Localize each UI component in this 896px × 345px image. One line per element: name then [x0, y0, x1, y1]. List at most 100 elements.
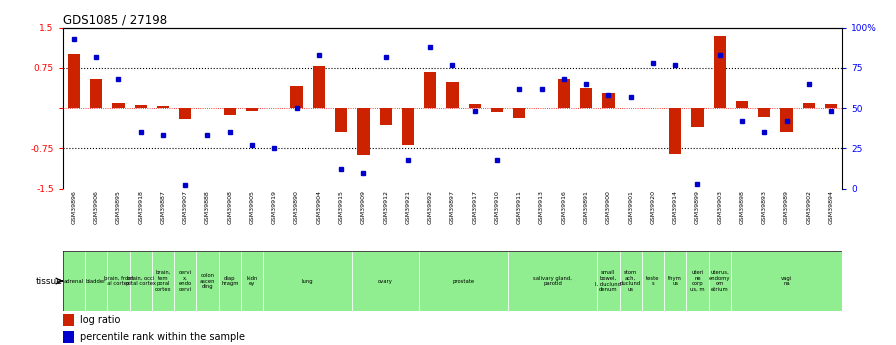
Text: GSM39903: GSM39903	[717, 190, 722, 225]
Text: adrenal: adrenal	[64, 278, 84, 284]
Text: GSM39904: GSM39904	[316, 190, 322, 225]
Text: GSM39895: GSM39895	[116, 190, 121, 224]
Text: GSM39899: GSM39899	[695, 190, 700, 225]
Bar	[780, 108, 793, 132]
Bar	[134, 106, 147, 108]
Text: brain,
tem
poral
cortex: brain, tem poral cortex	[155, 270, 171, 292]
Bar	[108, 251, 130, 311]
Bar	[130, 251, 151, 311]
Bar	[174, 251, 196, 311]
Bar	[246, 108, 258, 111]
Text: GSM39907: GSM39907	[183, 190, 188, 225]
Text: ovary: ovary	[378, 278, 393, 284]
Text: GSM39887: GSM39887	[160, 190, 166, 224]
Text: GSM39894: GSM39894	[829, 190, 833, 225]
Text: cervi
x,
endo
cervi: cervi x, endo cervi	[178, 270, 192, 292]
Text: GSM39893: GSM39893	[762, 190, 767, 225]
Bar	[731, 251, 842, 311]
Text: GSM39914: GSM39914	[673, 190, 677, 225]
Bar	[419, 251, 508, 311]
Bar	[290, 86, 303, 108]
Bar	[112, 103, 125, 108]
Text: bladder: bladder	[86, 278, 107, 284]
Text: GSM39898: GSM39898	[739, 190, 745, 224]
Text: GSM39911: GSM39911	[517, 190, 521, 224]
Bar	[642, 251, 664, 311]
Text: GSM39902: GSM39902	[806, 190, 812, 225]
Text: percentile rank within the sample: percentile rank within the sample	[80, 332, 245, 342]
Bar	[151, 251, 174, 311]
Text: brain, occi
pital cortex: brain, occi pital cortex	[125, 276, 156, 286]
Bar	[686, 251, 709, 311]
Text: GSM39888: GSM39888	[205, 190, 210, 224]
Text: uteri
ne
corp
us, m: uteri ne corp us, m	[690, 270, 705, 292]
Text: GSM39989: GSM39989	[784, 190, 789, 225]
Text: vagi
na: vagi na	[781, 276, 792, 286]
Bar	[557, 79, 570, 108]
Text: GSM39891: GSM39891	[583, 190, 589, 224]
Text: GSM39917: GSM39917	[472, 190, 478, 225]
Bar	[352, 251, 419, 311]
Bar	[63, 314, 74, 326]
Text: GSM39901: GSM39901	[628, 190, 633, 224]
Bar	[263, 251, 352, 311]
Bar	[602, 93, 615, 108]
Bar	[508, 251, 598, 311]
Text: GSM39900: GSM39900	[606, 190, 611, 224]
Text: GSM39916: GSM39916	[561, 190, 566, 224]
Bar	[709, 251, 731, 311]
Text: kidn
ey: kidn ey	[246, 276, 258, 286]
Bar	[241, 251, 263, 311]
Text: GSM39921: GSM39921	[405, 190, 410, 225]
Text: uterus,
endomy
om
etrium: uterus, endomy om etrium	[709, 270, 730, 292]
Text: teste
s: teste s	[646, 276, 659, 286]
Text: thym
us: thym us	[668, 276, 682, 286]
Text: colon
ascen
ding: colon ascen ding	[200, 273, 215, 289]
Bar	[157, 106, 169, 108]
Bar	[619, 251, 642, 311]
Bar	[513, 108, 525, 118]
Bar	[313, 66, 325, 108]
Text: GSM39918: GSM39918	[138, 190, 143, 224]
Text: tissue: tissue	[36, 277, 63, 286]
Bar	[380, 108, 392, 125]
Text: GSM39909: GSM39909	[361, 190, 366, 225]
Text: GSM39908: GSM39908	[228, 190, 232, 224]
Text: GSM39915: GSM39915	[339, 190, 344, 224]
Bar	[196, 251, 219, 311]
Bar	[179, 108, 192, 119]
Bar	[358, 108, 369, 155]
Text: GSM39897: GSM39897	[450, 190, 455, 225]
Bar	[335, 108, 348, 132]
Bar	[401, 108, 414, 145]
Bar	[219, 251, 241, 311]
Text: GSM39896: GSM39896	[72, 190, 76, 224]
Text: diap
hragm: diap hragm	[221, 276, 238, 286]
Text: stom
ach,
duclund
us: stom ach, duclund us	[620, 270, 642, 292]
Bar	[758, 108, 771, 117]
Bar	[580, 88, 592, 108]
Text: GSM39892: GSM39892	[427, 190, 433, 225]
Bar	[669, 108, 681, 154]
Bar	[424, 72, 436, 108]
Text: GSM39906: GSM39906	[93, 190, 99, 224]
Text: GSM39920: GSM39920	[650, 190, 656, 225]
Text: GSM39890: GSM39890	[294, 190, 299, 224]
Text: GDS1085 / 27198: GDS1085 / 27198	[63, 13, 167, 27]
Bar	[63, 251, 85, 311]
Text: GSM39905: GSM39905	[249, 190, 254, 224]
Bar	[68, 55, 80, 108]
Text: salivary gland,
parotid: salivary gland, parotid	[533, 276, 573, 286]
Bar	[825, 104, 837, 108]
Bar	[736, 101, 748, 108]
Bar	[446, 82, 459, 108]
Bar	[664, 251, 686, 311]
Bar	[803, 103, 815, 108]
Text: GSM39919: GSM39919	[271, 190, 277, 225]
Text: GSM39910: GSM39910	[495, 190, 500, 224]
Text: lung: lung	[302, 278, 314, 284]
Bar	[224, 108, 236, 115]
Bar	[491, 108, 504, 112]
Text: prostate: prostate	[452, 278, 475, 284]
Bar	[598, 251, 619, 311]
